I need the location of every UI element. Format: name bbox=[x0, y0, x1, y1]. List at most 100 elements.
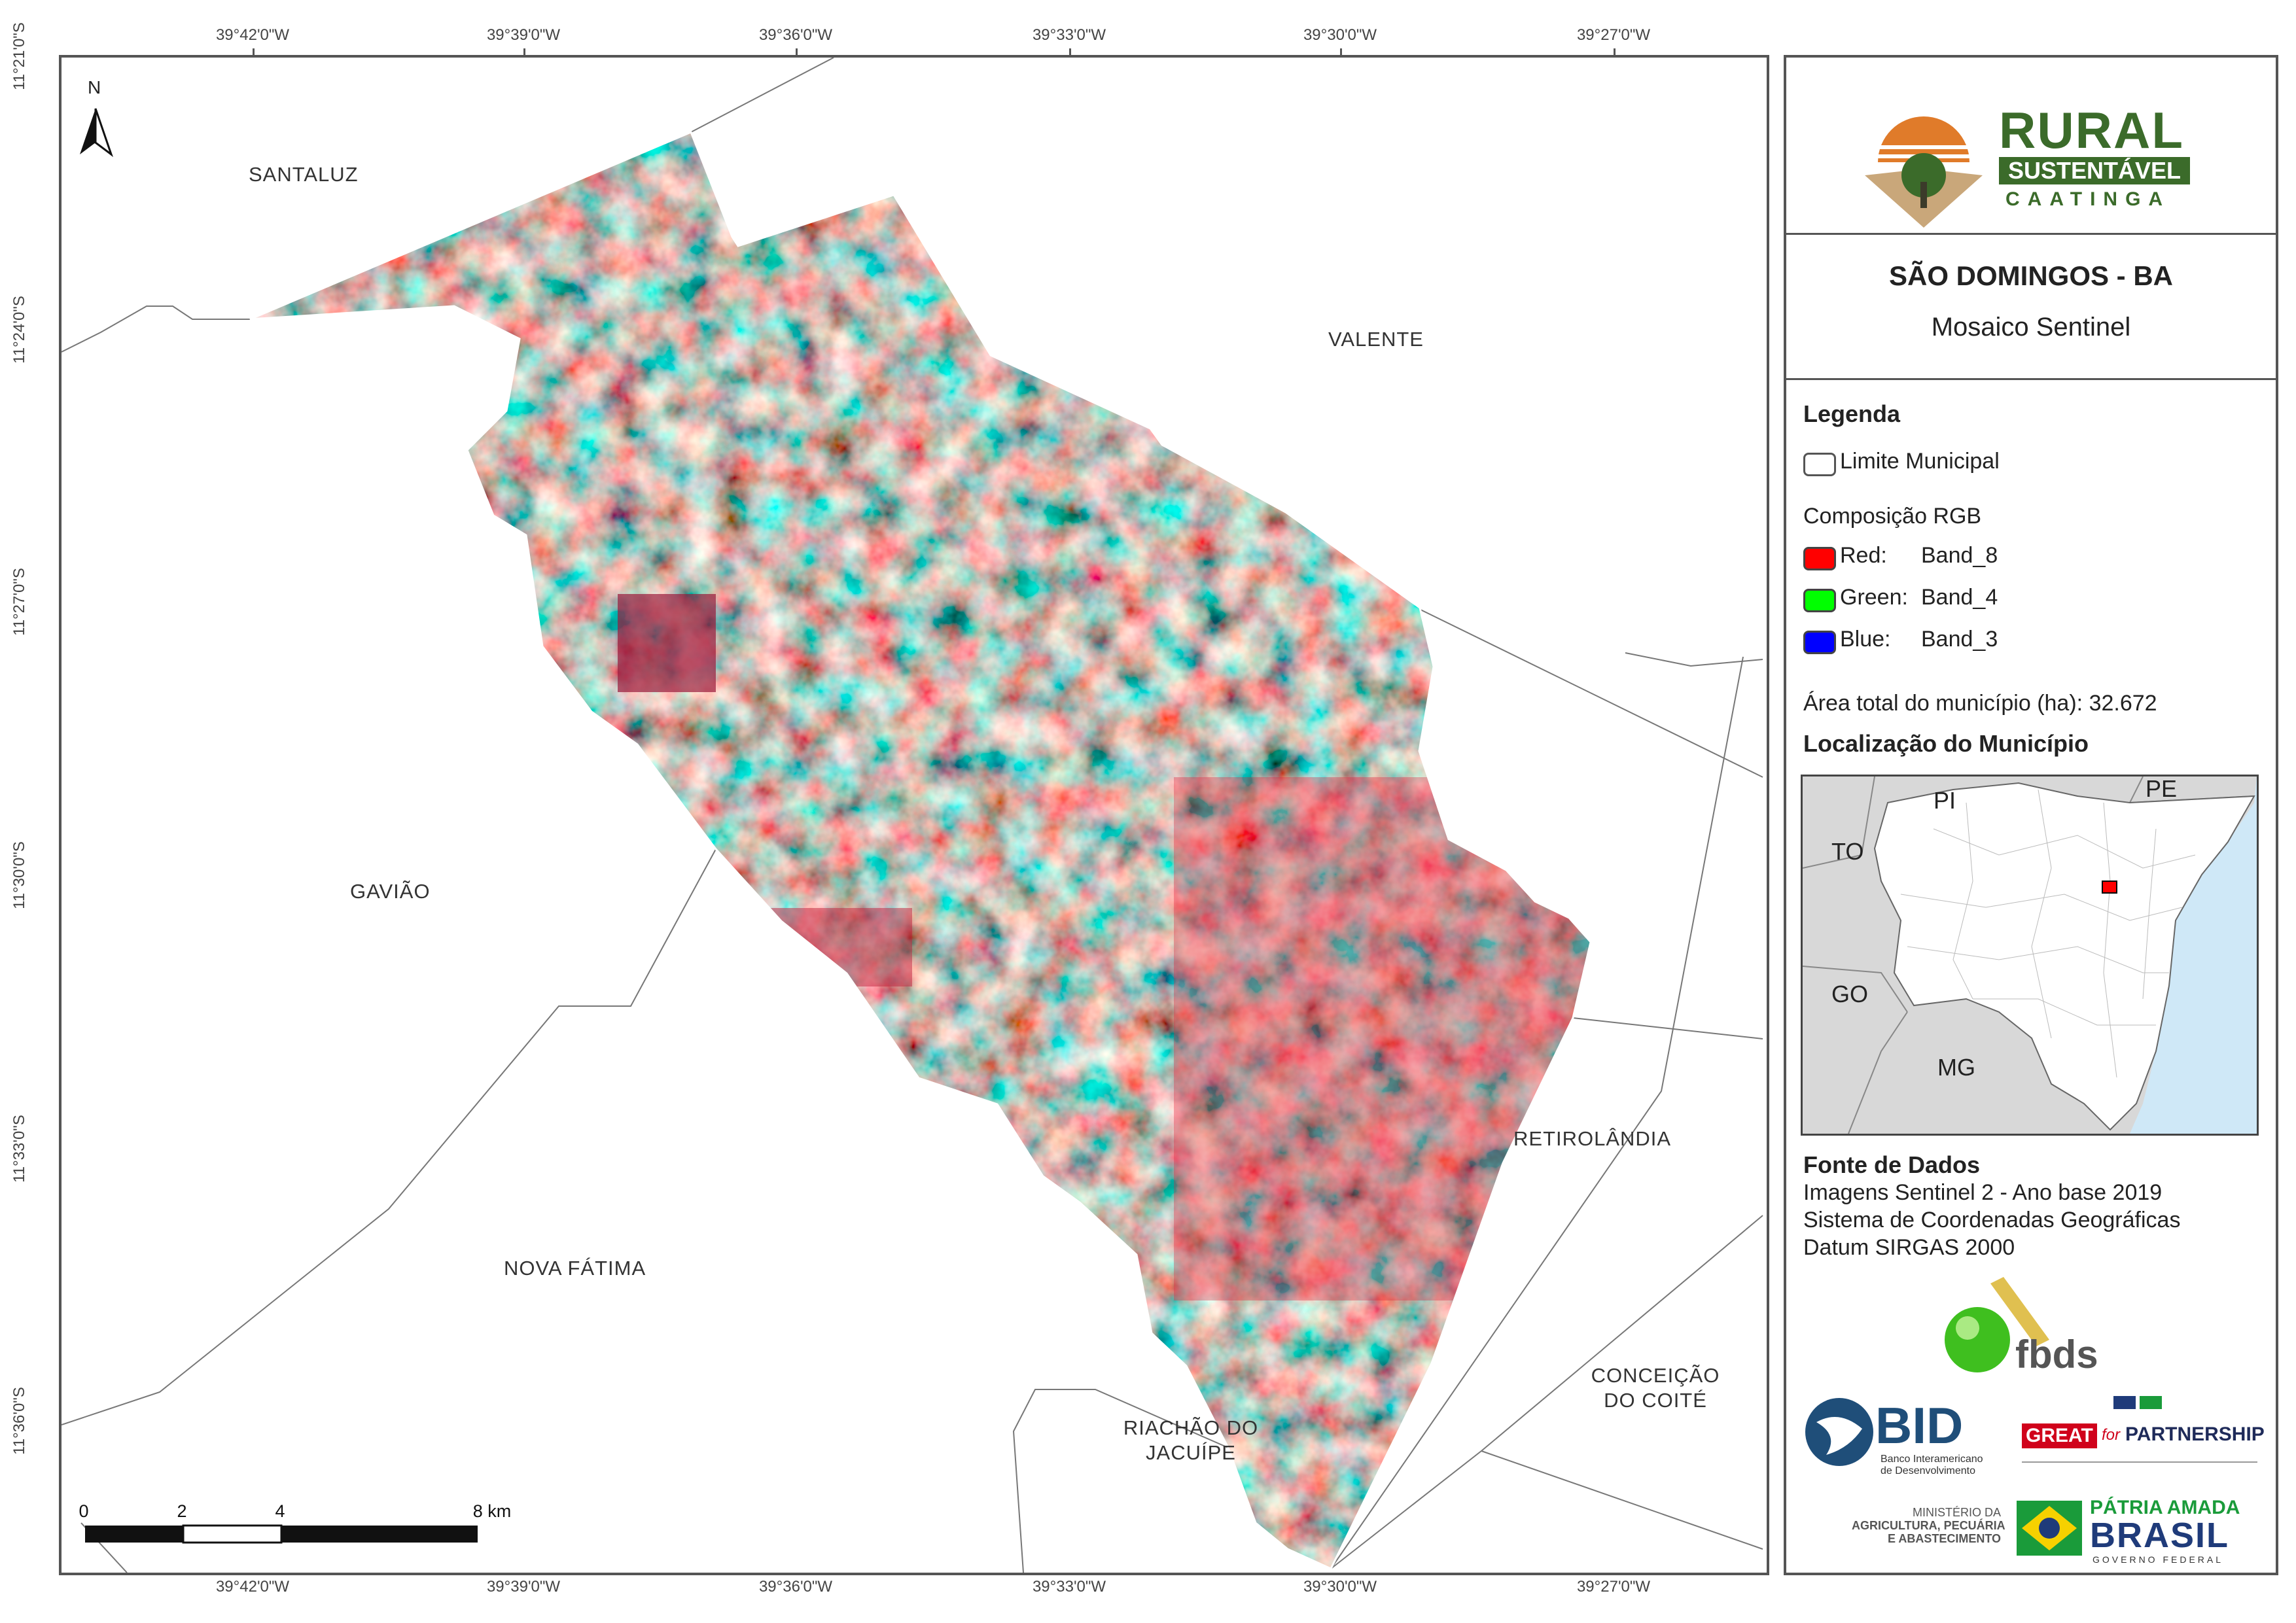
sea-area bbox=[2130, 777, 2257, 1134]
municipality-highlight-icon bbox=[2102, 881, 2117, 894]
partnership-text: PARTNERSHIP bbox=[2125, 1423, 2265, 1445]
brasil-flag-icon bbox=[2017, 1501, 2082, 1556]
partner-divider bbox=[2022, 1461, 2257, 1463]
red-channel-label: Red: bbox=[1840, 543, 1887, 568]
location-inset-map[interactable]: PI PE TO GO MG bbox=[1801, 775, 2259, 1136]
source-line: Sistema de Coordenadas Geográficas bbox=[1803, 1208, 2181, 1232]
ministry-line: E ABASTECIMENTO bbox=[1887, 1532, 2001, 1545]
tick bbox=[1340, 48, 1342, 58]
north-arrow-icon bbox=[80, 108, 113, 158]
ministry-line: MINISTÉRIO DA bbox=[1912, 1506, 2001, 1519]
satellite-map[interactable] bbox=[62, 58, 1767, 1573]
place-santaluz: SANTALUZ bbox=[249, 163, 359, 186]
rural-sustentavel-logo: RURAL SUSTENTÁVEL CAATINGA bbox=[1858, 97, 2199, 267]
tick bbox=[1069, 48, 1071, 58]
municipality-mosaic bbox=[250, 132, 1591, 1569]
lat-label-left: 11°30'0"S bbox=[10, 841, 28, 909]
for-text: for bbox=[2102, 1426, 2121, 1444]
tick bbox=[253, 48, 255, 58]
area-label: Área total do município (ha): 32.672 bbox=[1803, 691, 2157, 716]
scale-label: 4 bbox=[275, 1501, 285, 1521]
governo-text: GOVERNO FEDERAL bbox=[2093, 1554, 2224, 1565]
brazil-flag-icon bbox=[2140, 1396, 2162, 1409]
inset-label-to: TO bbox=[1831, 838, 1864, 865]
lon-label-top: 39°39'0"W bbox=[486, 26, 561, 44]
legend-boundary-label: Limite Municipal bbox=[1840, 449, 2000, 474]
place-label-line: DO COITÉ bbox=[1604, 1389, 1707, 1412]
panel-divider bbox=[1786, 378, 2276, 380]
logo-line3: CAATINGA bbox=[2005, 188, 2171, 210]
inset-label-mg: MG bbox=[1937, 1054, 1975, 1081]
inset-svg bbox=[1803, 777, 2257, 1134]
logo-line2: SUSTENTÁVEL bbox=[1999, 157, 2191, 184]
patria-text: PÁTRIA AMADA bbox=[2090, 1497, 2240, 1518]
fbds-text: fbds bbox=[2015, 1333, 2098, 1376]
tick bbox=[796, 48, 798, 58]
north-label: N bbox=[88, 77, 101, 97]
fbds-logo: fbds bbox=[1938, 1274, 2108, 1379]
boundary-swatch bbox=[1803, 453, 1836, 476]
lon-label-bottom: 39°33'0"W bbox=[1032, 1578, 1106, 1596]
location-heading: Localização do Município bbox=[1803, 730, 2089, 757]
lat-label-left: 11°33'0"S bbox=[10, 1115, 28, 1183]
scale-label: 2 bbox=[177, 1501, 187, 1521]
bid-globe-icon bbox=[1805, 1398, 1873, 1466]
green-channel-label: Green: bbox=[1840, 585, 1908, 610]
map-subtitle: Mosaico Sentinel bbox=[1931, 313, 2131, 341]
blue-band-label: Band_3 bbox=[1921, 627, 1998, 652]
scale-label: 0 bbox=[79, 1501, 89, 1521]
lon-label-top: 39°30'0"W bbox=[1303, 26, 1377, 44]
lon-label-bottom: 39°42'0"W bbox=[215, 1578, 290, 1596]
great-partnership-logo: GREAT for PARTNERSHIP bbox=[2022, 1396, 2265, 1475]
uk-flag-icon bbox=[2113, 1396, 2136, 1409]
great-text: GREAT bbox=[2022, 1423, 2097, 1448]
fbds-icon bbox=[1945, 1277, 2049, 1372]
tick bbox=[1614, 48, 1616, 58]
lon-label-top: 39°36'0"W bbox=[758, 26, 833, 44]
map-title: SÃO DOMINGOS - BA bbox=[1888, 260, 2173, 291]
bahia-state bbox=[1873, 782, 2255, 1131]
lon-label-top: 39°42'0"W bbox=[215, 26, 290, 44]
place-label-line: CONCEIÇÃO bbox=[1591, 1364, 1720, 1387]
sources-heading: Fonte de Dados bbox=[1803, 1151, 1981, 1178]
brasil-text: BRASIL bbox=[2090, 1516, 2229, 1555]
green-band-swatch bbox=[1803, 589, 1836, 612]
inset-label-pe: PE bbox=[2146, 775, 2178, 802]
lat-label-left: 11°21'0"S bbox=[10, 22, 28, 90]
ministry-text: MINISTÉRIO DA AGRICULTURA, PECUÁRIA E AB… bbox=[1852, 1506, 2005, 1545]
place-nova-fatima: NOVA FÁTIMA bbox=[504, 1257, 646, 1280]
lat-label-left: 11°24'0"S bbox=[10, 296, 28, 364]
place-label-line: RIACHÃO DO bbox=[1123, 1416, 1259, 1439]
lon-label-bottom: 39°30'0"W bbox=[1303, 1578, 1377, 1596]
inset-label-pi: PI bbox=[1934, 787, 1956, 814]
municipality-boundary bbox=[249, 131, 1592, 1570]
lat-label-left: 11°36'0"S bbox=[10, 1387, 28, 1455]
place-conceicao-do-coite: CONCEIÇÃO DO COITÉ bbox=[1570, 1363, 1740, 1413]
scale-bar bbox=[85, 1524, 478, 1544]
bid-sub2: de Desenvolvimento bbox=[1881, 1465, 1975, 1476]
lon-label-top: 39°33'0"W bbox=[1032, 26, 1106, 44]
red-band-label: Band_8 bbox=[1921, 543, 1998, 568]
bid-sub1: Banco Interamericano bbox=[1881, 1454, 1983, 1465]
lon-label-bottom: 39°27'0"W bbox=[1576, 1578, 1651, 1596]
ministry-line: AGRICULTURA, PECUÁRIA bbox=[1852, 1519, 2005, 1532]
source-line: Datum SIRGAS 2000 bbox=[1803, 1235, 2015, 1260]
municipality-grid bbox=[1900, 789, 2196, 1078]
lon-label-top: 39°27'0"W bbox=[1576, 26, 1651, 44]
area-value: 32.672 bbox=[2089, 691, 2157, 716]
red-band-swatch bbox=[1803, 547, 1836, 570]
map-frame[interactable]: N bbox=[59, 55, 1769, 1575]
lat-label-left: 11°27'0"S bbox=[10, 568, 28, 636]
area-label-text: Área total do município (ha): bbox=[1803, 691, 2083, 716]
place-label-line: JACUÍPE bbox=[1146, 1441, 1236, 1464]
rgb-heading: Composição RGB bbox=[1803, 504, 1982, 529]
logo-line1: RURAL bbox=[1999, 101, 2184, 159]
lon-label-bottom: 39°39'0"W bbox=[486, 1578, 561, 1596]
green-band-label: Band_4 bbox=[1921, 585, 1998, 610]
logo-emblem-icon bbox=[1865, 116, 1983, 228]
bid-text: BID bbox=[1875, 1397, 1964, 1454]
bid-logo: BID Banco Interamericano de Desenvolvime… bbox=[1803, 1396, 2013, 1481]
scale-label: 8 km bbox=[472, 1501, 512, 1521]
blue-band-swatch bbox=[1803, 631, 1836, 654]
place-gaviao: GAVIÃO bbox=[350, 880, 431, 903]
